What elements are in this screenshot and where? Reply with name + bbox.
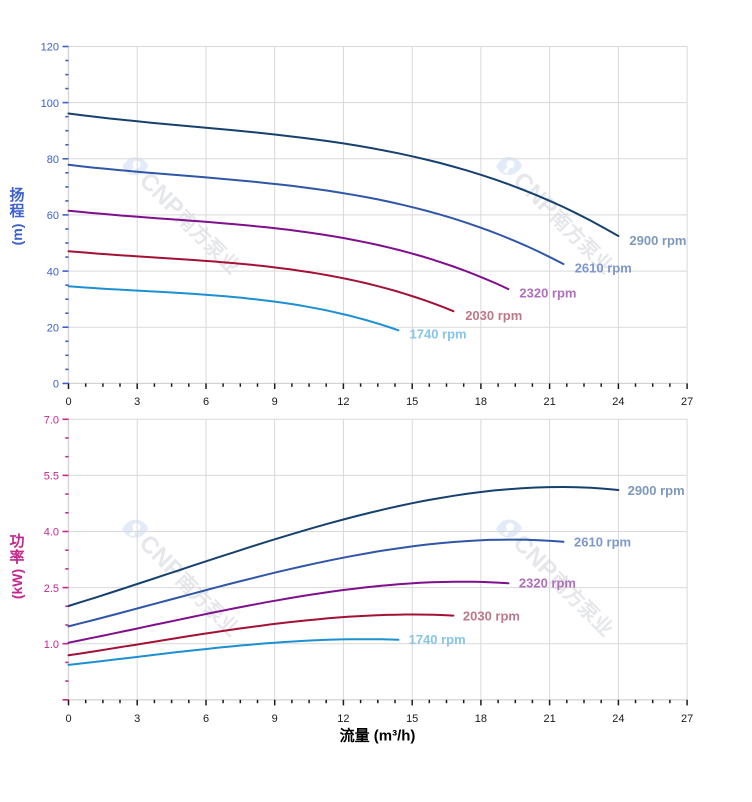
svg-text:2610 rpm: 2610 rpm xyxy=(574,535,631,550)
svg-text:24: 24 xyxy=(612,713,624,725)
svg-text:0: 0 xyxy=(65,713,71,725)
svg-text:(kW): (kW) xyxy=(9,569,25,599)
svg-text:5.5: 5.5 xyxy=(44,471,59,483)
svg-text:1.0: 1.0 xyxy=(44,639,59,651)
svg-text:0: 0 xyxy=(53,379,59,391)
svg-text:1740 rpm: 1740 rpm xyxy=(410,327,467,342)
svg-text:40: 40 xyxy=(47,266,59,278)
svg-text:3: 3 xyxy=(134,396,140,408)
svg-text:3: 3 xyxy=(134,713,140,725)
svg-text:1740 rpm: 1740 rpm xyxy=(409,632,466,647)
svg-text:12: 12 xyxy=(337,713,349,725)
svg-text:2900 rpm: 2900 rpm xyxy=(628,483,685,498)
svg-text:(m): (m) xyxy=(9,224,25,246)
svg-text:15: 15 xyxy=(406,713,418,725)
svg-text:0: 0 xyxy=(65,396,71,408)
svg-text:程: 程 xyxy=(9,203,24,220)
svg-text:60: 60 xyxy=(47,210,59,222)
svg-text:24: 24 xyxy=(612,396,624,408)
svg-text:9: 9 xyxy=(272,713,278,725)
svg-text:27: 27 xyxy=(681,396,693,408)
svg-text:功: 功 xyxy=(9,533,24,550)
svg-text:6: 6 xyxy=(203,396,209,408)
svg-text:2030 rpm: 2030 rpm xyxy=(465,308,522,323)
svg-text:7.0: 7.0 xyxy=(44,415,59,427)
svg-text:2.5: 2.5 xyxy=(44,583,59,595)
svg-text:2030 rpm: 2030 rpm xyxy=(463,609,520,624)
svg-text:27: 27 xyxy=(681,713,693,725)
svg-text:18: 18 xyxy=(475,396,487,408)
svg-text:120: 120 xyxy=(41,42,59,54)
svg-text:15: 15 xyxy=(406,396,418,408)
svg-text:2320 rpm: 2320 rpm xyxy=(519,286,576,301)
svg-text:4.0: 4.0 xyxy=(44,527,59,539)
svg-text:2610 rpm: 2610 rpm xyxy=(575,261,632,276)
svg-text:80: 80 xyxy=(47,154,59,166)
svg-text:率: 率 xyxy=(9,548,24,566)
svg-text:扬: 扬 xyxy=(9,186,24,204)
svg-text:6: 6 xyxy=(203,713,209,725)
svg-text:21: 21 xyxy=(543,713,555,725)
svg-text:流量 (m³/h): 流量 (m³/h) xyxy=(340,727,416,745)
svg-text:9: 9 xyxy=(272,396,278,408)
svg-text:100: 100 xyxy=(41,98,59,110)
svg-text:12: 12 xyxy=(337,396,349,408)
svg-text:21: 21 xyxy=(543,396,555,408)
svg-text:18: 18 xyxy=(475,713,487,725)
svg-text:20: 20 xyxy=(47,322,59,334)
svg-text:2900 rpm: 2900 rpm xyxy=(629,233,686,248)
svg-text:2320 rpm: 2320 rpm xyxy=(519,576,576,591)
